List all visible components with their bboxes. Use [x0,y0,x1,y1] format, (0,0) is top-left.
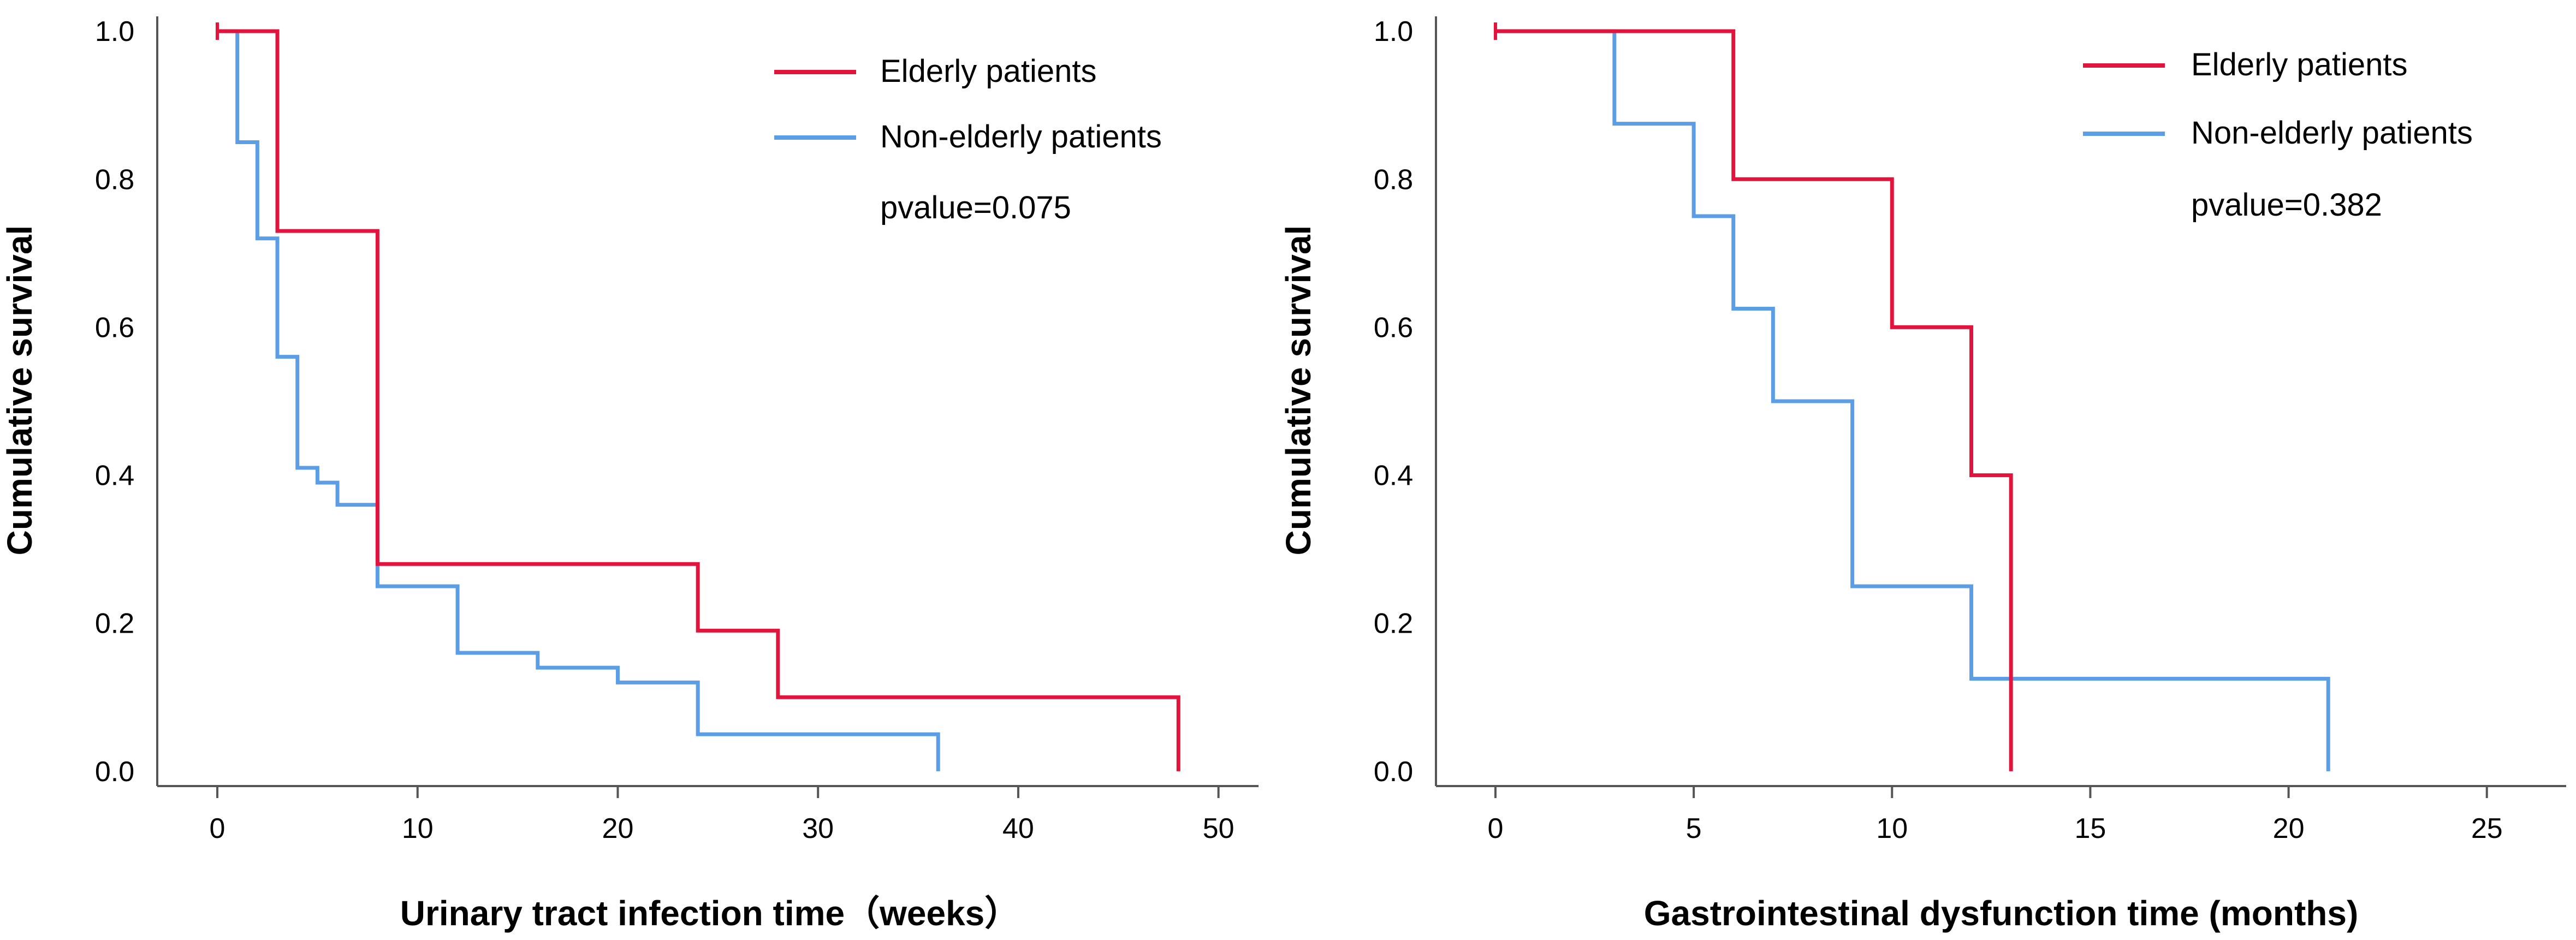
x-tick-label: 10 [1876,813,1908,844]
y-tick-label: 0.2 [95,608,134,640]
y-tick-label: 1.0 [95,16,134,47]
legend: Elderly patients Non-elderly patients pv… [2083,47,2473,223]
chart-urinary-tract-infection: 0.0 0.2 0.4 0.6 0.8 1.0 0 10 20 30 40 50 Urinary t… [0,16,1259,933]
x-axis-title: Urinary tract infection time（weeks） [400,894,1020,933]
legend-label-elderly: Elderly patients [880,53,1097,89]
x-tick-label: 20 [602,813,634,844]
x-tick-label: 5 [1686,813,1702,844]
series-line-elderly-patients [217,29,1180,771]
y-tick-label: 0.2 [1374,608,1413,640]
y-tick-label: 0.4 [1374,460,1413,492]
x-axis-title: Gastrointestinal dysfunction time (month… [1644,894,2359,933]
x-tick-label: 15 [2074,813,2106,844]
y-axis-ticks: 0.0 0.2 0.4 0.6 0.8 1.0 [1374,16,1413,788]
x-tick-label: 50 [1203,813,1234,844]
series-curves [1493,22,2330,771]
x-axis-ticks: 0 10 20 30 40 50 [210,786,1234,844]
y-axis-title: Cumulative survival [0,225,39,556]
y-axis-title: Cumulative survival [1279,225,1318,556]
series-line-elderly-patients [1495,29,2013,771]
series-line-non-elderly-patients [1495,29,2330,771]
pvalue-annotation: pvalue=0.075 [880,190,1071,225]
series-line-non-elderly-patients [217,29,940,771]
series-curves [216,22,1180,771]
y-axis-ticks: 0.0 0.2 0.4 0.6 0.8 1.0 [95,16,134,788]
legend-label-non-elderly: Non-elderly patients [2191,115,2473,151]
legend: Elderly patients Non-elderly patients pv… [774,53,1162,225]
x-tick-label: 0 [1487,813,1503,844]
x-axis-ticks: 0 5 10 15 20 25 [1487,786,2503,844]
x-tick-label: 20 [2273,813,2305,844]
y-tick-label: 0.0 [95,756,134,788]
x-tick-label: 40 [1002,813,1034,844]
y-tick-label: 0.8 [95,164,134,195]
x-tick-label: 10 [402,813,434,844]
chart-gastrointestinal-dysfunction: 0.0 0.2 0.4 0.6 0.8 1.0 0 5 10 15 20 25 Gastrointe… [1279,16,2566,933]
y-tick-label: 0.6 [1374,312,1413,343]
legend-label-non-elderly: Non-elderly patients [880,119,1162,154]
pvalue-annotation: pvalue=0.382 [2191,187,2382,223]
y-tick-label: 1.0 [1374,16,1413,47]
y-tick-label: 0.4 [95,460,134,492]
x-tick-label: 30 [802,813,834,844]
x-tick-label: 25 [2471,813,2503,844]
legend-label-elderly: Elderly patients [2191,47,2408,82]
y-tick-label: 0.8 [1374,164,1413,195]
x-tick-label: 0 [210,813,225,844]
y-tick-label: 0.0 [1374,756,1413,788]
y-tick-label: 0.6 [95,312,134,343]
